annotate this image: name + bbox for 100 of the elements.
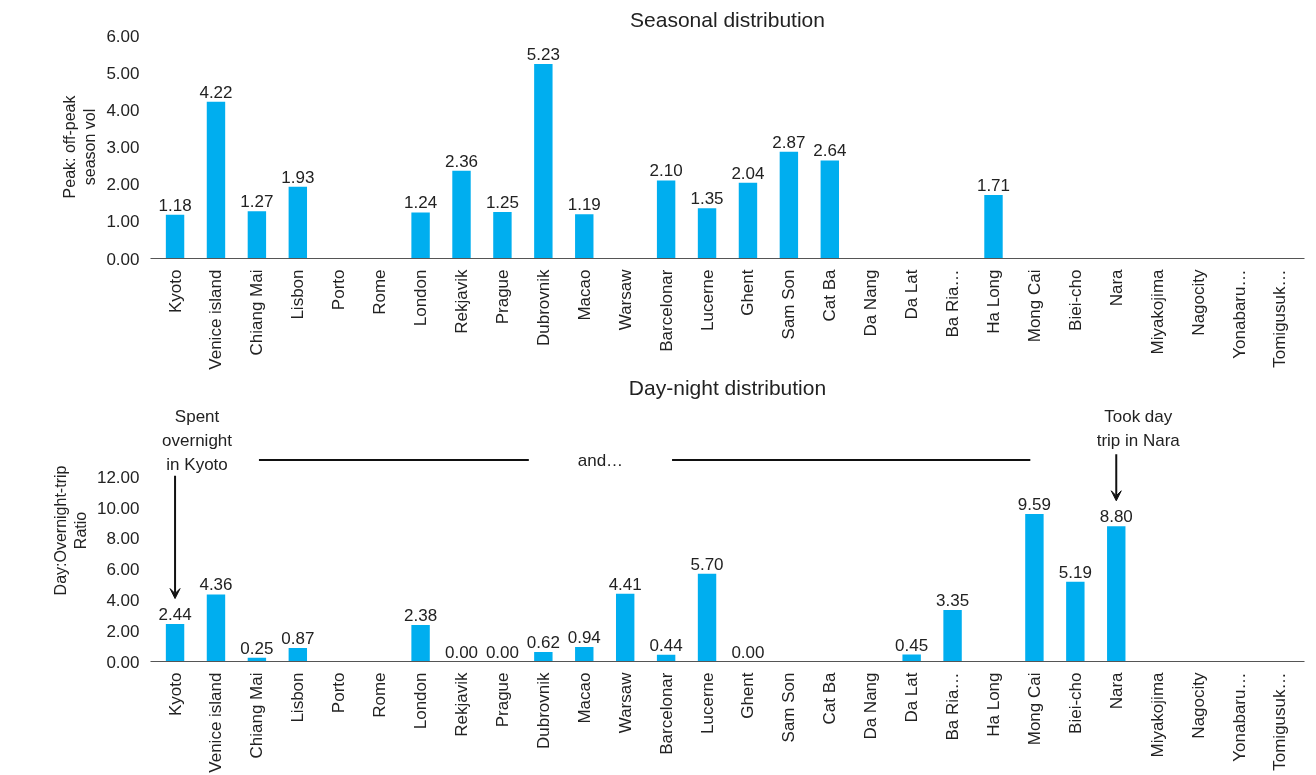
x-tick-label: Barcelonar [656, 672, 676, 755]
x-tick-label: Da Lat [902, 269, 922, 320]
bar [411, 212, 430, 259]
x-tick-label: Yonabaru… [1229, 269, 1249, 359]
x-tick-label: Rome [370, 269, 390, 315]
x-tick-label: Miyakojima [1147, 268, 1167, 355]
y-axis-title: Peak: off-peak season vol [61, 94, 99, 199]
y-tick-label: 6.00 [106, 26, 140, 46]
x-tick-label: Lisbon [288, 672, 308, 723]
chart-title: Seasonal distribution [630, 7, 825, 31]
bar [820, 160, 840, 259]
x-tick-label: Venice island [206, 269, 226, 370]
bar [206, 101, 226, 259]
data-label: 0.94 [567, 628, 601, 648]
x-tick-label: London [411, 672, 431, 730]
bar [575, 214, 594, 259]
bar [493, 212, 512, 259]
x-tick-label: Macao [574, 672, 594, 724]
y-tick-label: 1.00 [106, 212, 140, 232]
chart-title: Day-night distribution [628, 375, 827, 399]
x-tick-label: Miyakojima [1147, 671, 1167, 758]
data-label: 1.19 [567, 195, 601, 215]
x-tick-label: Da Nang [861, 269, 881, 337]
data-label: 0.25 [240, 638, 274, 658]
data-label: 5.19 [1058, 562, 1092, 582]
x-tick-label: Porto [329, 269, 349, 311]
x-tick-label: Nagocity [1188, 269, 1208, 336]
x-tick-label: Mong Cai [1024, 269, 1044, 343]
x-tick-label: Prague [492, 269, 512, 325]
y-tick-label: 2.00 [106, 175, 140, 195]
y-tick-label: 4.00 [106, 591, 140, 610]
text: and… [577, 450, 624, 470]
data-label: 2.64 [813, 141, 847, 161]
bar [452, 170, 471, 259]
data-label: 4.41 [608, 574, 642, 594]
data-label: 2.87 [772, 132, 806, 152]
bar [288, 186, 308, 259]
x-tick-label: Yonabaru… [1229, 672, 1249, 762]
data-label: 0.45 [895, 635, 929, 655]
bar [697, 208, 717, 259]
y-tick-label: 10.00 [96, 498, 140, 518]
x-tick-label: Nara [1106, 671, 1126, 710]
x-tick-label: Sam Son [779, 269, 799, 340]
x-tick-label: Ha Long [983, 672, 1003, 737]
text: Spent overnight in Kyoto [162, 407, 233, 474]
bar [615, 593, 635, 662]
x-tick-label: Kyoto [165, 672, 185, 716]
bar [902, 654, 921, 662]
bar [206, 594, 226, 662]
y-tick-label: 8.00 [106, 529, 140, 549]
y-tick-label: 4.00 [106, 100, 140, 120]
x-tick-label: Lisbon [288, 269, 308, 320]
bar [943, 609, 962, 662]
bar [165, 214, 185, 259]
bar [697, 573, 717, 662]
x-tick-label: Nara [1106, 268, 1126, 307]
x-tick-label: Lucerne [697, 672, 717, 734]
x-tick-label: Ba Ria… [943, 269, 963, 338]
x-tick-label: Sam Son [779, 672, 799, 743]
x-tick-label: Tomigusuk… [1270, 672, 1290, 771]
data-label: 0.44 [649, 635, 683, 655]
data-label: 2.44 [158, 604, 192, 624]
bar [1107, 526, 1126, 662]
bar [738, 182, 758, 259]
x-tick-label: London [411, 269, 431, 327]
y-tick-label: 12.00 [96, 467, 140, 487]
data-label: 2.10 [649, 161, 683, 181]
bar [165, 623, 185, 662]
x-tick-label: Biei-cho [1065, 269, 1085, 331]
data-label: 0.00 [444, 642, 479, 662]
x-tick-label: Warsaw [615, 268, 635, 331]
x-tick-label: Ghent [738, 269, 758, 316]
bar [411, 624, 430, 662]
data-label: 1.25 [485, 193, 519, 213]
bar [575, 647, 594, 662]
x-tick-label: Ba Ria… [943, 672, 963, 741]
x-tick-label: Macao [574, 269, 594, 321]
x-tick-label: Tomigusuk… [1270, 269, 1290, 368]
x-tick-label: Da Lat [902, 672, 922, 723]
y-tick-label: 3.00 [106, 138, 140, 157]
x-tick-label: Biei-cho [1065, 672, 1085, 734]
x-tick-label: Rome [370, 672, 390, 718]
x-tick-label: Porto [329, 672, 349, 714]
bar [1025, 514, 1044, 662]
y-axis-title: Day:Overnight-trip Ratio [51, 465, 89, 596]
data-label: 2.38 [404, 605, 438, 625]
x-tick-label: Ha Long [983, 269, 1003, 334]
data-label: 5.23 [526, 45, 560, 65]
y-tick-label: 0.00 [106, 652, 140, 672]
y-tick-label: 0.00 [106, 249, 140, 269]
bar [779, 151, 799, 259]
x-tick-label: Ghent [738, 672, 758, 719]
data-label: 1.35 [690, 189, 724, 209]
data-label: 0.62 [526, 632, 560, 652]
data-label: 1.24 [404, 193, 438, 213]
data-label: 1.71 [976, 175, 1011, 195]
data-label: 8.80 [1099, 507, 1133, 527]
data-label: 5.70 [690, 554, 724, 574]
bar [1066, 581, 1085, 662]
x-tick-label: Da Nang [861, 672, 881, 740]
